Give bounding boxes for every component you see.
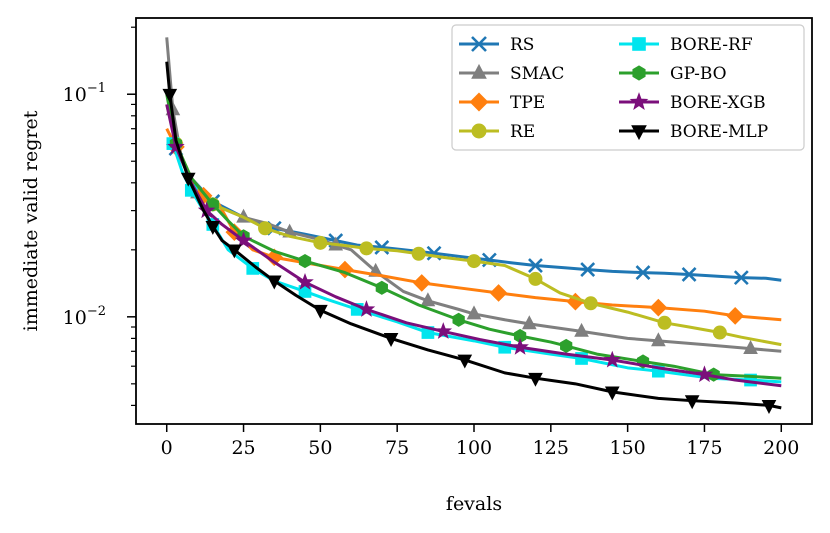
data-point xyxy=(420,292,436,307)
data-point xyxy=(528,372,543,387)
data-point xyxy=(167,137,185,155)
data-point xyxy=(457,354,473,369)
data-point xyxy=(528,258,543,273)
legend-label: BORE-MLP xyxy=(670,122,768,142)
data-point xyxy=(695,365,714,383)
legend-item-bore-xgb: BORE-XGB xyxy=(619,92,766,113)
legend-label: BORE-RF xyxy=(670,35,753,55)
data-point xyxy=(411,246,426,261)
data-point xyxy=(574,322,589,337)
legend-item-re: RE xyxy=(459,122,535,142)
legend-item-bore-mlp: BORE-MLP xyxy=(619,122,768,142)
y-tick-label: 10−1 xyxy=(63,81,106,106)
data-point xyxy=(657,315,672,330)
legend: RS SMAC TPE RE BORE-RF GP-BO BORE-XGB BORE-MLP xyxy=(451,24,805,151)
series-bore-mlp xyxy=(162,61,782,414)
data-point xyxy=(761,400,777,414)
legend-label: TPE xyxy=(510,93,545,113)
data-point xyxy=(452,312,465,327)
data-point xyxy=(733,270,749,286)
data-point xyxy=(296,272,314,290)
data-point xyxy=(743,340,758,354)
data-point xyxy=(434,322,453,339)
data-point xyxy=(258,221,273,236)
data-point xyxy=(466,305,482,320)
data-point xyxy=(359,241,374,256)
data-point xyxy=(635,265,651,281)
plot-content xyxy=(162,37,782,414)
legend-marker xyxy=(471,36,487,52)
legend-box xyxy=(451,24,805,151)
data-point xyxy=(528,271,543,286)
y-axis: 10−1 10−2 xyxy=(63,26,136,407)
data-point xyxy=(684,395,700,410)
legend-marker xyxy=(471,123,487,139)
x-tick-label: 100 xyxy=(456,437,492,459)
data-point xyxy=(266,275,282,290)
legend-label: BORE-XGB xyxy=(670,93,766,113)
series-bore-xgb xyxy=(165,104,782,388)
data-point xyxy=(712,325,727,340)
data-point xyxy=(412,274,431,292)
legend-marker xyxy=(632,37,646,51)
data-point xyxy=(498,340,512,354)
legend-marker xyxy=(469,92,489,112)
data-point xyxy=(511,338,529,355)
data-point xyxy=(681,267,697,282)
data-point xyxy=(583,296,598,311)
legend-marker xyxy=(471,63,487,79)
x-tick-label: 75 xyxy=(385,437,409,459)
data-point xyxy=(651,332,666,347)
legend-label: RE xyxy=(510,122,535,142)
data-point xyxy=(234,231,253,249)
data-point xyxy=(603,350,622,368)
data-point xyxy=(375,280,388,295)
data-point xyxy=(521,315,537,330)
legend-item-rs: RS xyxy=(459,35,534,55)
data-point xyxy=(575,352,588,365)
legend-marker xyxy=(631,125,647,141)
data-point xyxy=(580,262,596,278)
x-tick-label: 150 xyxy=(610,437,646,459)
data-point xyxy=(205,220,221,235)
x-tick-label: 175 xyxy=(686,437,722,459)
data-point xyxy=(313,235,328,250)
x-axis: 0 25 50 75 100 125 150 175 200 xyxy=(161,424,799,459)
series-line xyxy=(165,93,782,380)
x-tick-label: 50 xyxy=(308,437,332,459)
data-point xyxy=(374,240,390,255)
legend-marker xyxy=(629,92,649,110)
x-axis-label: fevals xyxy=(446,493,502,515)
data-point xyxy=(726,307,745,325)
legend-item-smac: SMAC xyxy=(459,63,564,84)
data-point xyxy=(649,298,668,317)
data-point xyxy=(357,300,376,317)
y-tick-label: 10−2 xyxy=(63,304,106,329)
x-tick-label: 200 xyxy=(763,437,799,459)
data-point xyxy=(226,244,242,259)
data-point xyxy=(604,386,620,401)
series-line xyxy=(165,61,782,410)
legend-label: SMAC xyxy=(510,64,564,84)
data-point xyxy=(180,172,196,187)
legend-item-tpe: TPE xyxy=(459,92,545,113)
data-point xyxy=(383,333,399,347)
legend-item-bore-rf: BORE-RF xyxy=(619,35,753,55)
legend-label: RS xyxy=(510,35,534,55)
x-tick-label: 25 xyxy=(231,437,255,459)
data-point xyxy=(489,284,508,302)
x-tick-label: 125 xyxy=(533,437,569,459)
data-point xyxy=(560,338,573,354)
data-point xyxy=(298,254,312,269)
data-point xyxy=(162,88,178,103)
data-point xyxy=(313,304,328,319)
legend-label: GP-BO xyxy=(670,64,727,84)
legend-marker xyxy=(632,65,646,81)
x-tick-label: 0 xyxy=(161,437,173,459)
y-axis-label: immediate valid regret xyxy=(20,110,42,331)
data-point xyxy=(467,254,481,269)
legend-item-gp-bo: GP-BO xyxy=(619,64,727,84)
